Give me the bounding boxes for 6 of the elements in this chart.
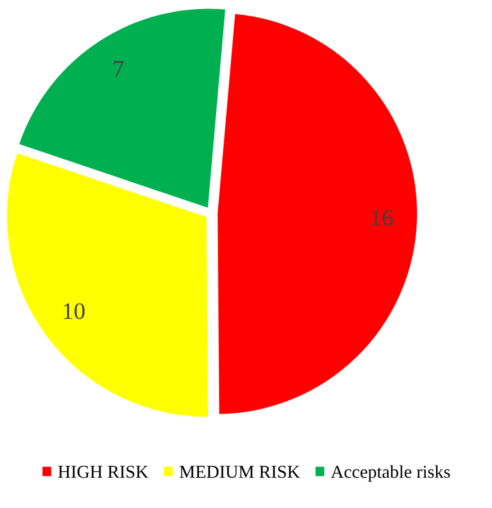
legend-label: HIGH RISK (58, 466, 148, 478)
legend-label: MEDIUM RISK (180, 466, 300, 478)
data-label: 10 (64, 303, 85, 320)
data-label: 7 (114, 61, 124, 77)
legend-label: Acceptable risks (330, 465, 450, 482)
data-label: 16 (372, 210, 393, 226)
